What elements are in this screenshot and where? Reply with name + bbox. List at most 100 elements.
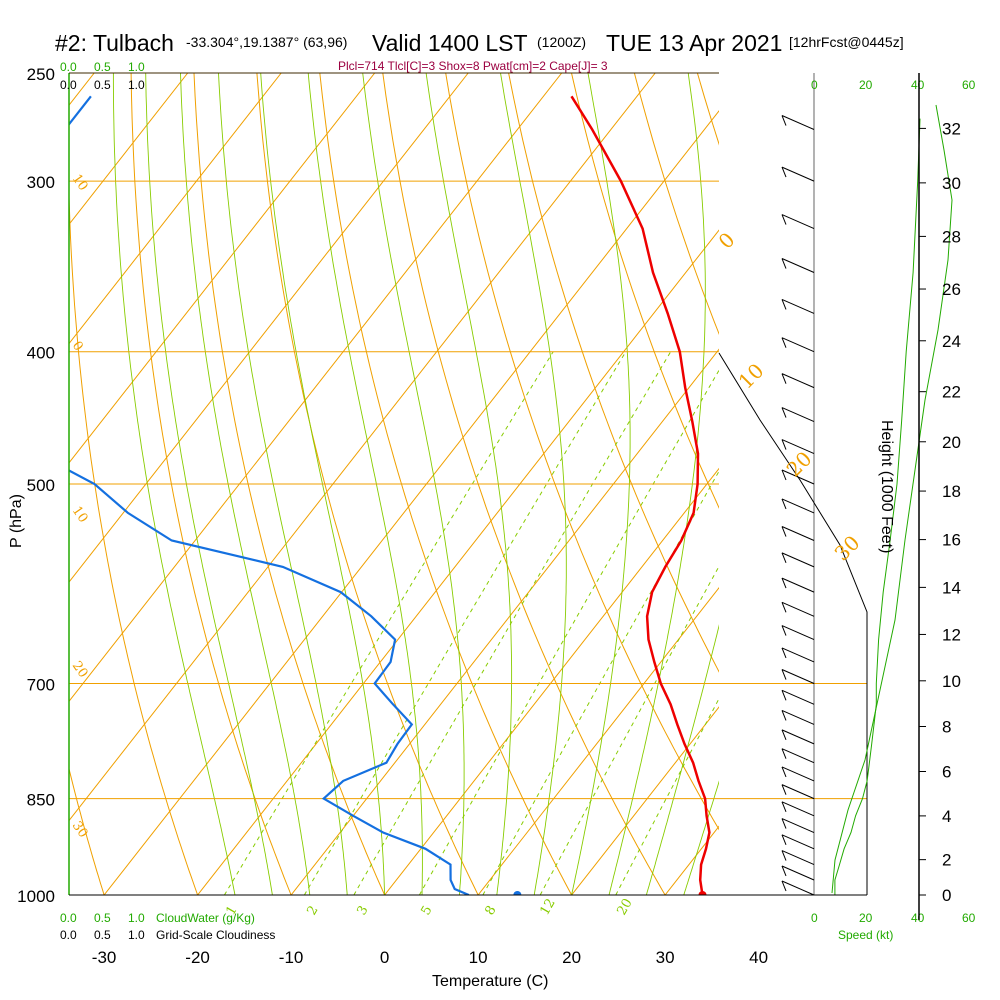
cloud-top-green-1: 0.5 [94, 60, 111, 74]
wind-speed-panel [718, 73, 953, 895]
moist-adiabat-line [645, 624, 719, 895]
speed-top-20: 20 [859, 78, 873, 92]
wind-barb [781, 766, 787, 778]
isotherm-label: 10 [734, 359, 769, 394]
wind-barb [781, 818, 815, 833]
wind-barbs [781, 115, 815, 896]
title-forecast: [12hrFcst@0445z] [789, 34, 904, 50]
mixing-ratio-label: 3 [354, 903, 371, 918]
mixing-ratio-label: 8 [482, 903, 499, 918]
moist-adiabat-line [425, 73, 513, 895]
wind-barb [781, 880, 815, 896]
height-tick-label: 18 [942, 482, 961, 501]
pressure-tick-label: 700 [27, 676, 55, 695]
dry-adiabat-line [382, 73, 666, 895]
wind-barb [781, 577, 815, 593]
cloud-scale-top: 0.0 0.5 1.0 0.0 0.5 1.0 [60, 60, 145, 92]
pressure-tick-label: 250 [27, 65, 55, 84]
wind-barb [781, 498, 815, 514]
sounding-profiles [69, 95, 711, 895]
wind-speed-line [834, 118, 921, 895]
wind-barb [781, 784, 787, 795]
wind-barb [781, 115, 815, 130]
cloud-bottom-black-1: 0.5 [94, 928, 111, 942]
moist-adiabat-line [721, 73, 978, 895]
wind-barb [781, 690, 787, 701]
dry-adiabat-line [256, 73, 479, 895]
dry-adiabat-line [571, 73, 719, 509]
speed-bottom-0: 0 [811, 911, 818, 925]
wind-barb [781, 407, 815, 422]
wind-barb [781, 258, 815, 273]
wind-barb [781, 729, 815, 745]
dry-adiabat-line [69, 766, 105, 895]
mixing-ratio-label: 20 [614, 896, 635, 918]
wind-barb [781, 526, 815, 541]
title-zulu: (1200Z) [537, 34, 586, 50]
surface-temperature-marker [698, 891, 707, 895]
mixing-ratio-label: 12 [537, 896, 558, 918]
speed-top-40: 40 [911, 78, 925, 92]
isotherm-line [477, 587, 719, 895]
wind-barb [781, 625, 787, 636]
height-tick-label: 28 [942, 227, 961, 246]
height-axis-label: Height (1000 Feet) [878, 420, 895, 553]
moist-adiabat-line [307, 73, 423, 895]
mixing-ratio-line [223, 351, 554, 895]
wind-barb [781, 214, 815, 230]
speed-bottom-20: 20 [859, 911, 873, 925]
cloud-top-black-0: 0.0 [60, 78, 77, 92]
speed-axis-label: Speed (kt) [838, 928, 893, 942]
temperature-tick-label: 20 [562, 948, 581, 967]
cloud-top-green-0: 0.0 [60, 60, 77, 74]
wind-barb [781, 373, 815, 389]
cloud-bottom-green-1: 0.5 [94, 911, 111, 925]
mixing-ratio-line [615, 697, 719, 895]
wind-barb [781, 337, 815, 353]
cloudwater-label: CloudWater (g/Kg) [156, 911, 255, 925]
isotherm-line [69, 73, 376, 464]
cloud-bottom-black-0: 0.0 [60, 928, 77, 942]
temperature-tick-label: -10 [279, 948, 304, 967]
cloud-top-black-1: 0.5 [94, 78, 111, 92]
params-line: Plcl=714 Tlcl[C]=3 Shox=8 Pwat[cm]=2 Cap… [338, 59, 608, 73]
wind-barb [781, 115, 787, 126]
title-station: #2: Tulbach [55, 30, 174, 56]
moist-adiabat-line [145, 73, 273, 895]
x-axis-label: Temperature (C) [432, 973, 548, 990]
dry-adiabat-line [130, 73, 292, 895]
wind-barb [781, 601, 815, 617]
y-axis-label: P (hPa) [8, 494, 25, 548]
wind-barb [781, 865, 815, 881]
speed-top-0: 0 [811, 78, 818, 92]
cloudiness-label: Grid-Scale Cloudiness [156, 928, 275, 942]
dry-adiabat-line [633, 73, 719, 336]
isotherm-label: 10 [69, 172, 91, 194]
surface-dewpoint-marker [513, 891, 522, 895]
wind-speed-axis-top: 0 20 40 60 [811, 78, 976, 92]
height-tick-label: 12 [942, 625, 961, 644]
wind-barb [781, 298, 815, 314]
wind-barb [781, 373, 787, 384]
isotherm-label: 20 [782, 447, 817, 482]
wind-barb [781, 748, 787, 759]
wind-barb [781, 689, 815, 705]
cloud-bottom-green-0: 0.0 [60, 911, 77, 925]
moist-adiabat-line [571, 73, 631, 895]
speed-bottom-40: 40 [911, 911, 925, 925]
temperature-profile [570, 95, 711, 895]
wind-barb [781, 729, 787, 741]
isotherm-label: 0 [714, 228, 740, 254]
height-tick-label: 32 [942, 119, 961, 138]
wind-barb [781, 469, 787, 481]
wind-barb [781, 748, 815, 764]
height-tick-label: 4 [942, 807, 951, 826]
wind-barb [781, 498, 787, 510]
wind-speed-line [831, 104, 953, 894]
temperature-tick-label: 30 [656, 948, 675, 967]
wind-barb [781, 166, 787, 178]
moist-adiabat-line [260, 73, 386, 895]
title-coords: -33.304°,19.1387° (63,96) [186, 34, 347, 50]
wind-barb [781, 407, 787, 418]
title-valid: Valid 1400 LST [372, 30, 528, 56]
